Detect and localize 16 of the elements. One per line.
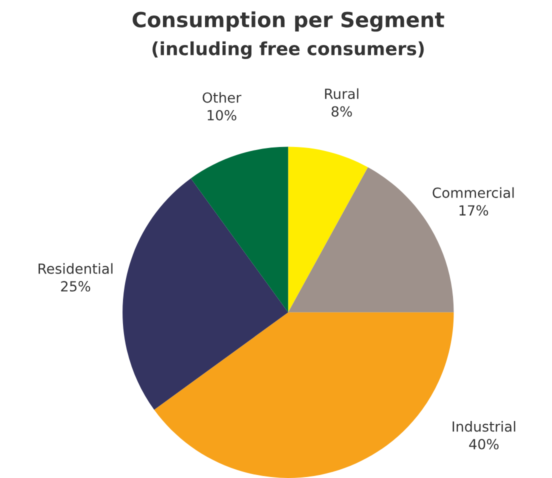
data-label: 40% (469, 438, 499, 450)
pie-slice (190, 146, 288, 312)
pie-slice (288, 146, 368, 312)
pie-slice (122, 178, 288, 410)
slice-label: Rural (325, 88, 358, 100)
chart-subtitle: (including free consumers) (152, 41, 424, 59)
data-label: 17% (460, 205, 488, 216)
slice-label: Residential (38, 263, 112, 274)
chart-title: Consumption per Segment (132, 11, 444, 32)
slice-label: Commercial (432, 187, 514, 198)
slice-label: Industrial (452, 421, 516, 432)
data-label: 25% (61, 281, 90, 292)
slice-label: Other (202, 92, 242, 103)
pie-slice (154, 312, 454, 478)
data-label: 8% (332, 106, 352, 117)
data-label: 10% (208, 110, 236, 120)
